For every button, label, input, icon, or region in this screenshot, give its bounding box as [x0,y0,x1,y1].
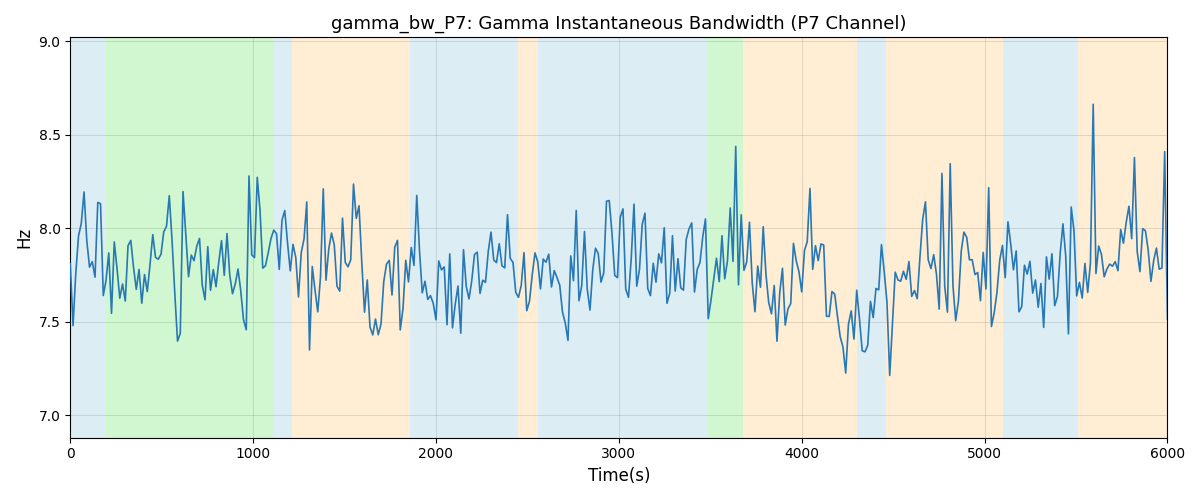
Bar [743,38,857,438]
Title: gamma_bw_P7: Gamma Instantaneous Bandwidth (P7 Channel): gamma_bw_P7: Gamma Instantaneous Bandwid… [331,15,907,34]
Bar [539,38,708,438]
Bar [1078,38,1168,438]
Bar [886,38,1003,438]
Bar [71,38,106,438]
Bar [410,38,518,438]
Bar [708,38,743,438]
Y-axis label: Hz: Hz [16,227,34,248]
Bar [518,38,539,438]
Bar [106,38,274,438]
Bar [1003,38,1078,438]
Bar [274,38,293,438]
Bar [293,38,410,438]
Bar [857,38,886,438]
X-axis label: Time(s): Time(s) [588,467,650,485]
